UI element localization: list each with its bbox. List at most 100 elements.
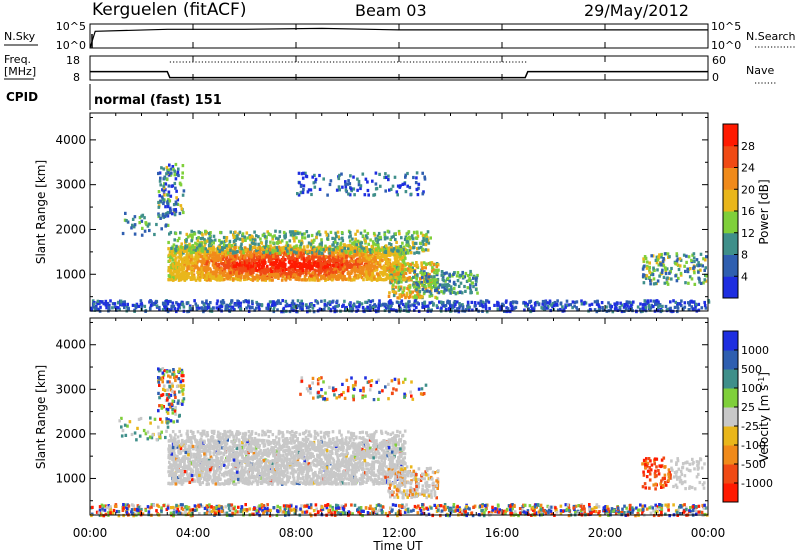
power-cell (476, 291, 479, 295)
power-cell (170, 272, 173, 276)
power-cell (280, 272, 283, 276)
power-cell (655, 299, 659, 303)
power-cell (212, 306, 215, 310)
power-cell (205, 262, 208, 266)
power-cell (257, 242, 260, 246)
power-cell (252, 270, 255, 274)
power-cell (306, 244, 310, 248)
power-cell (259, 252, 262, 256)
power-cell (179, 268, 182, 272)
power-cell (238, 250, 242, 254)
power-cell (348, 182, 352, 186)
power-cell (230, 269, 234, 273)
power-cell (205, 299, 208, 303)
power-cell (288, 230, 292, 234)
power-cell (168, 163, 171, 167)
date-title: 29/May/2012 (584, 1, 689, 20)
power-cell (228, 276, 231, 280)
power-cell (348, 251, 352, 256)
power-cell (185, 245, 189, 249)
power-cell (190, 229, 193, 233)
power-cell (223, 253, 227, 257)
power-cell (246, 274, 250, 278)
power-cell (170, 265, 173, 269)
power-cell (335, 188, 339, 192)
power-cell (247, 300, 250, 304)
power-cell (250, 264, 253, 268)
power-cell (648, 261, 651, 265)
power-cell (284, 299, 288, 303)
power-cell (435, 265, 439, 269)
noise-left-tick-bottom: 10^0 (56, 39, 86, 52)
power-cell (281, 275, 285, 279)
power-cell (310, 192, 313, 197)
power-cell (363, 193, 367, 197)
power-cell (398, 274, 401, 278)
power-cell (234, 303, 238, 307)
power-cell (674, 274, 677, 278)
power-cell (374, 250, 377, 254)
power-cell (241, 234, 244, 238)
power-cell (222, 273, 225, 277)
power-cell (265, 249, 268, 254)
power-cell (294, 273, 297, 277)
power-cell (278, 251, 281, 255)
power-cell (264, 251, 267, 255)
power-cell (111, 306, 114, 310)
power-cell (372, 242, 375, 246)
power-cell (303, 248, 306, 252)
power-cell (188, 246, 192, 250)
power-cell (369, 259, 372, 263)
power-cell (317, 230, 321, 234)
power-cell (254, 267, 257, 271)
power-cell (195, 250, 199, 254)
power-cell (251, 276, 255, 280)
power-cell (360, 267, 363, 271)
power-cell (434, 278, 438, 282)
power-cell (155, 304, 159, 308)
power-cell (347, 278, 351, 282)
power-cell (411, 237, 415, 241)
power-cell (139, 299, 143, 303)
power-cell (373, 264, 377, 268)
power-cell (249, 244, 252, 248)
power-cell (273, 247, 277, 251)
power-cell (395, 255, 398, 259)
power-cell (543, 306, 546, 310)
power-cell (169, 209, 172, 213)
power-cell (687, 281, 690, 285)
power-cell (474, 287, 478, 292)
power-cell (383, 278, 386, 282)
power-cell (434, 289, 437, 293)
power-cell (400, 280, 403, 284)
power-cell (693, 259, 696, 264)
power-cell (204, 229, 207, 233)
power-cell (149, 304, 153, 308)
power-cell (202, 256, 205, 260)
power-cell (334, 270, 337, 274)
power-cell (232, 264, 236, 268)
power-cell (263, 256, 267, 260)
power-cell (392, 283, 395, 287)
power-cell (212, 245, 215, 249)
power-cell (166, 205, 170, 209)
power-cell (411, 234, 414, 238)
power-cell (308, 264, 312, 268)
power-cell (182, 210, 185, 215)
power-cell (218, 251, 222, 256)
power-cell (693, 282, 697, 286)
power-cell (277, 265, 280, 269)
power-cell (373, 276, 376, 280)
power-cell (371, 261, 374, 265)
power-cell (397, 249, 400, 253)
power-cell (292, 264, 295, 268)
power-cell (245, 270, 248, 274)
power-cell (369, 265, 372, 269)
power-cell (164, 224, 167, 228)
power-cell (271, 235, 274, 239)
power-cell (253, 245, 257, 249)
power-cell (144, 221, 147, 225)
power-cell (207, 261, 211, 265)
power-cell (388, 242, 391, 246)
power-cell (162, 198, 165, 202)
